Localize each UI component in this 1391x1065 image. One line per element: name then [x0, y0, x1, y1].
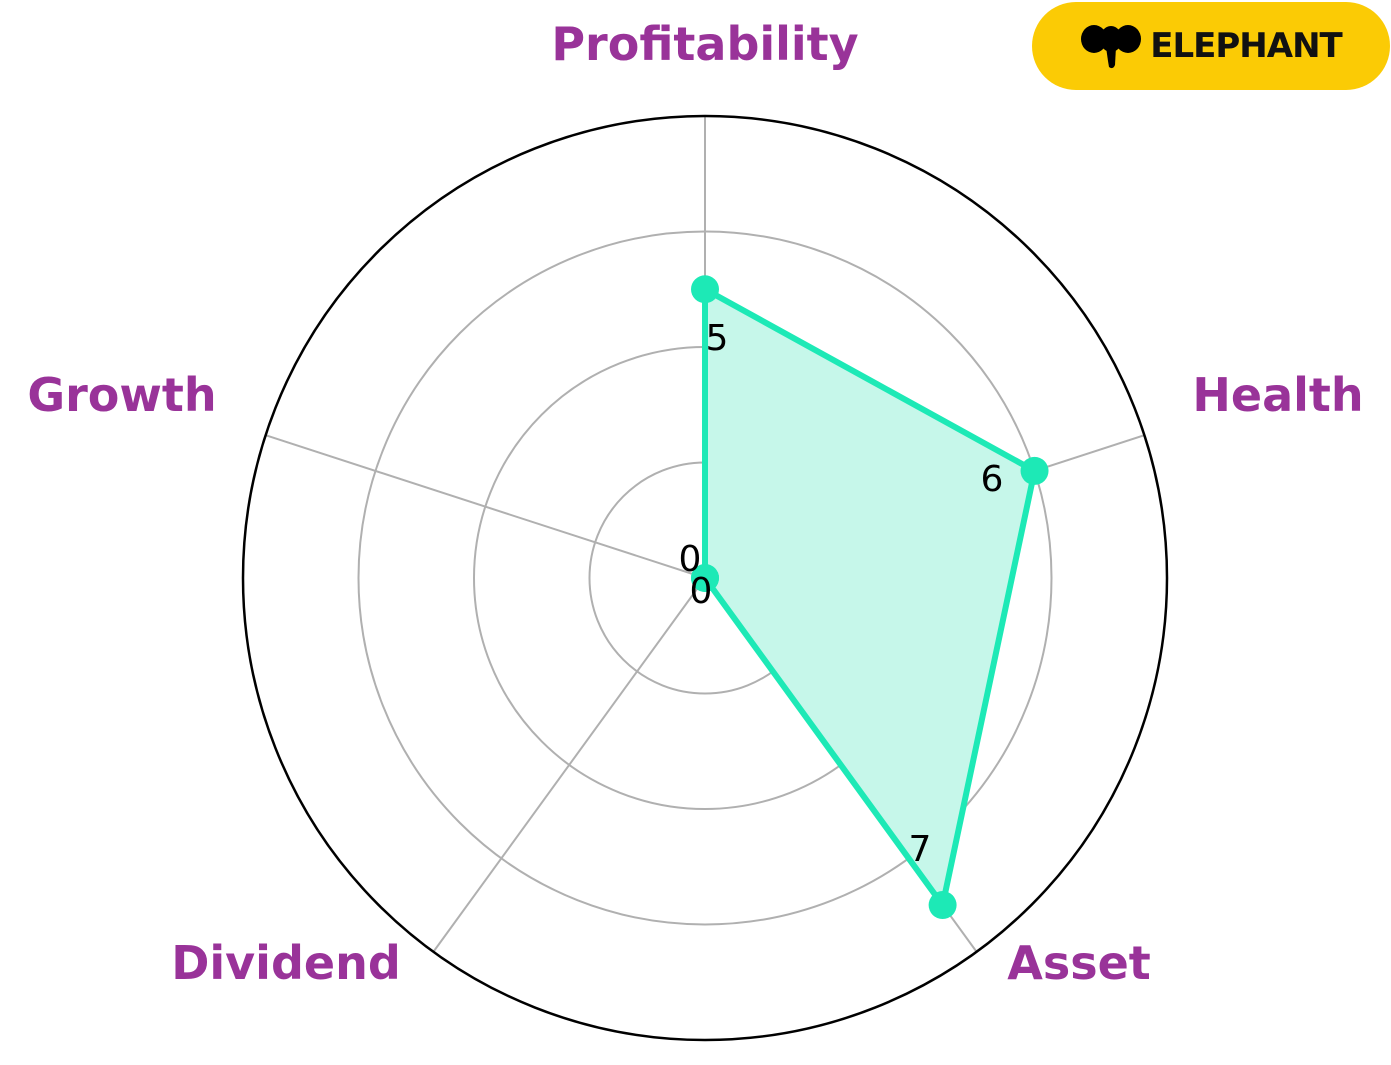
value-label-asset: 7	[909, 829, 932, 870]
axis-label-growth: Growth	[27, 368, 216, 422]
data-point-health	[1020, 456, 1049, 485]
spoke-growth	[265, 434, 706, 579]
elephant-icon	[1081, 25, 1142, 69]
data-point-profitability	[691, 275, 719, 304]
spoke-dividend	[432, 577, 706, 953]
elephant-logo: ELEPHANT	[1032, 2, 1390, 90]
value-label-dividend: 0	[679, 539, 702, 580]
axis-label-dividend: Dividend	[171, 936, 401, 990]
axis-label-asset: Asset	[1007, 936, 1151, 990]
data-point-growth	[691, 564, 719, 592]
value-label-health: 6	[981, 459, 1004, 500]
axis-label-profitability: Profitability	[551, 17, 858, 71]
value-label-growth: 0	[690, 571, 713, 612]
series-area	[702, 286, 1038, 909]
logo-text: ELEPHANT	[1150, 26, 1342, 66]
data-point-asset	[928, 891, 957, 920]
value-label-profitability: 5	[706, 318, 729, 359]
outer-circle	[241, 114, 1169, 1042]
axis-label-health: Health	[1192, 368, 1363, 422]
